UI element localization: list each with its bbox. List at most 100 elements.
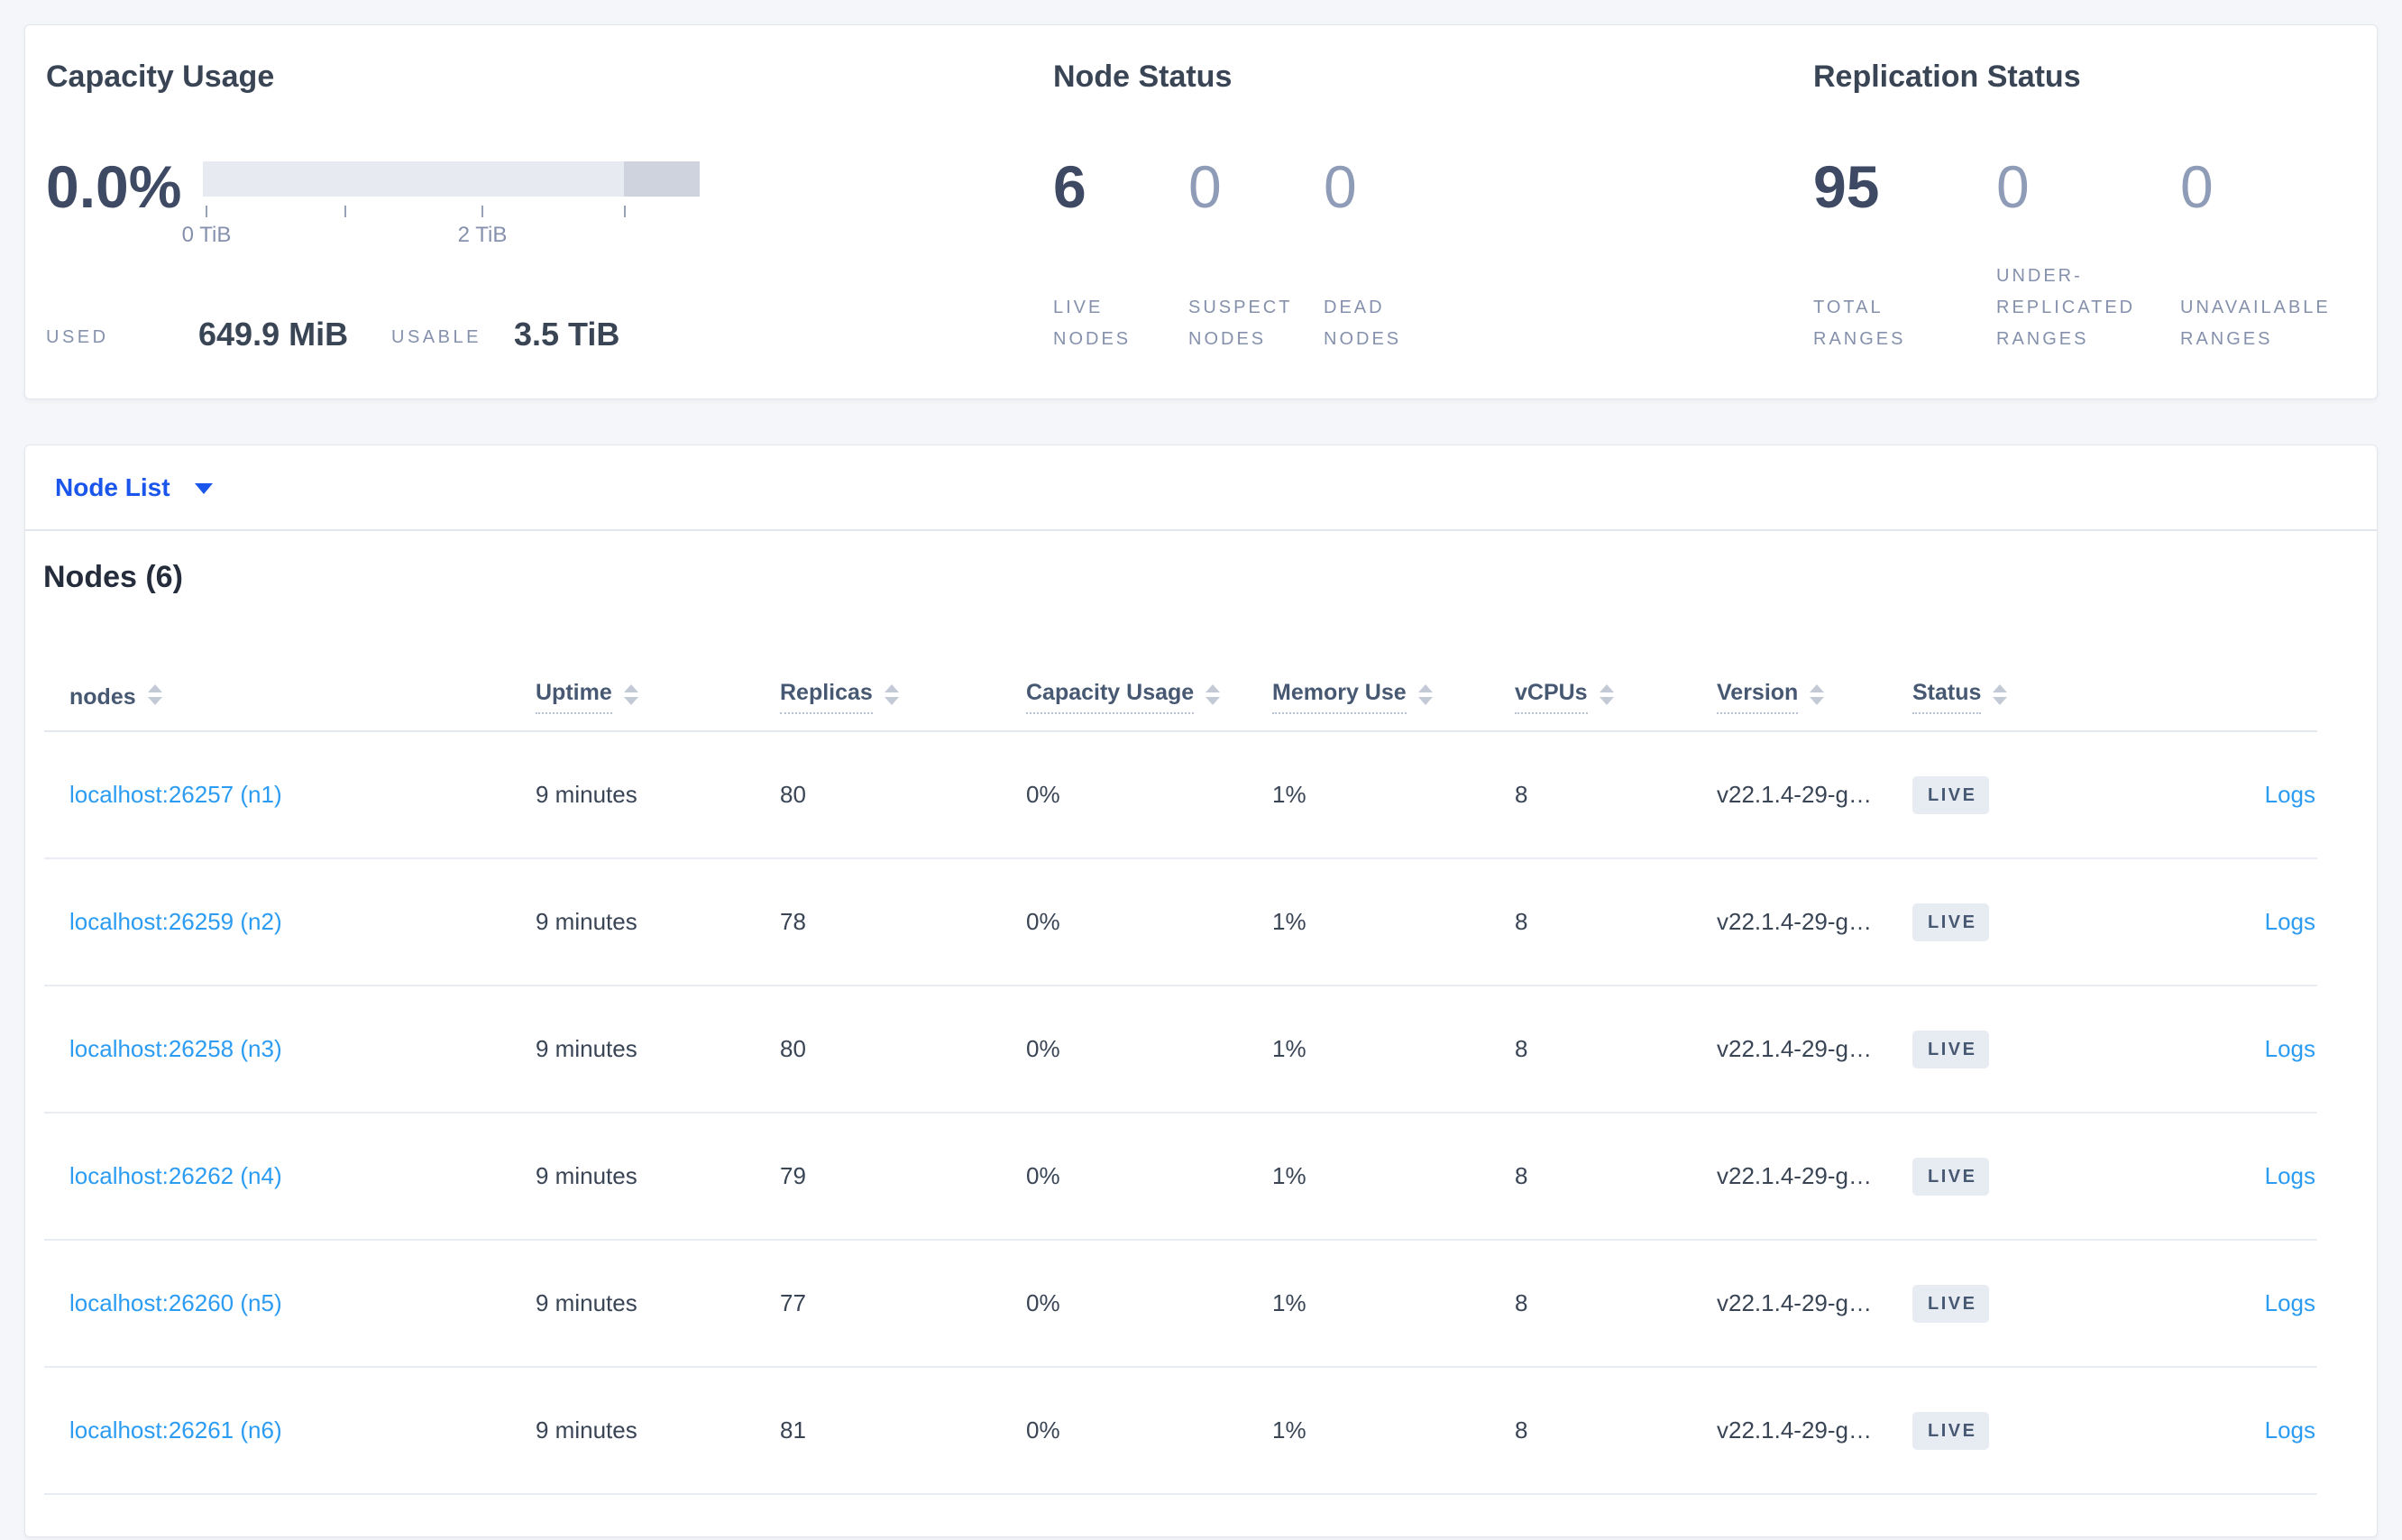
vcpus-cell: 8: [1515, 1162, 1528, 1189]
column-header-vcpus[interactable]: vCPUs: [1515, 680, 1717, 714]
replicas-cell: 80: [780, 781, 806, 808]
status-badge: LIVE: [1912, 1157, 1990, 1196]
axis-tick: [481, 206, 483, 217]
column-header-label: Version: [1717, 680, 1799, 714]
cluster-summary-card: Capacity Usage 0.0% 0 TiB 2 TiB USED 649…: [24, 24, 2378, 399]
column-header-nodes[interactable]: nodes: [44, 683, 536, 710]
replicas-cell: 77: [780, 1289, 806, 1316]
memory-use-cell: 1%: [1272, 781, 1306, 808]
memory-use-cell: 1%: [1272, 1416, 1306, 1444]
nodes-panel: Nodes (6) nodes Uptime Replicas Capacity…: [24, 530, 2378, 1537]
axis-tick-label: 2 TiB: [457, 223, 508, 247]
capacity-usage-percent: 0.0%: [46, 153, 182, 220]
under-replicated-ranges-count: 0: [1996, 153, 2030, 220]
node-link[interactable]: localhost:26260 (n5): [69, 1289, 282, 1316]
logs-link[interactable]: Logs: [2264, 908, 2315, 935]
column-header-label: vCPUs: [1515, 680, 1588, 714]
status-badge: LIVE: [1912, 1411, 1990, 1450]
status-badge: LIVE: [1912, 1284, 1990, 1323]
version-cell: v22.1.4-29-g…: [1717, 1162, 1872, 1189]
logs-link[interactable]: Logs: [2264, 1162, 2315, 1189]
sort-icon: [1206, 683, 1221, 705]
table-row: localhost:26262 (n4) 9 minutes 79 0% 1% …: [44, 1114, 2317, 1241]
replication-status-title: Replication Status: [1813, 60, 2081, 94]
column-header-label: Capacity Usage: [1026, 680, 1195, 714]
memory-use-cell: 1%: [1272, 1289, 1306, 1316]
logs-link[interactable]: Logs: [2264, 1035, 2315, 1062]
version-cell: v22.1.4-29-g…: [1717, 781, 1872, 808]
unavailable-ranges-count: 0: [2180, 153, 2214, 220]
axis-tick: [344, 206, 346, 217]
status-badge: LIVE: [1912, 1030, 1990, 1068]
uptime-cell: 9 minutes: [536, 1035, 637, 1062]
chevron-down-icon: [194, 483, 213, 494]
used-label: USED: [46, 327, 109, 347]
uptime-cell: 9 minutes: [536, 908, 637, 935]
total-ranges-count: 95: [1813, 153, 1880, 220]
memory-use-cell: 1%: [1272, 1162, 1306, 1189]
node-link[interactable]: localhost:26259 (n2): [69, 908, 282, 935]
capacity-usage-cell: 0%: [1026, 1035, 1060, 1062]
vcpus-cell: 8: [1515, 1289, 1528, 1316]
logs-link[interactable]: Logs: [2264, 781, 2315, 808]
version-cell: v22.1.4-29-g…: [1717, 1035, 1872, 1062]
column-header-replicas[interactable]: Replicas: [780, 680, 1026, 714]
replicas-cell: 79: [780, 1162, 806, 1189]
unavailable-ranges-label: UNAVAILABLE RANGES: [2180, 298, 2331, 349]
usable-value: 3.5 TiB: [514, 316, 620, 353]
status-badge: LIVE: [1912, 775, 1990, 814]
column-header-label: Status: [1912, 680, 1982, 714]
column-header-label: nodes: [69, 683, 136, 710]
capacity-usage-cell: 0%: [1026, 1289, 1060, 1316]
table-row: localhost:26257 (n1) 9 minutes 80 0% 1% …: [44, 732, 2317, 859]
table-row: localhost:26258 (n3) 9 minutes 80 0% 1% …: [44, 986, 2317, 1114]
replicas-cell: 81: [780, 1416, 806, 1444]
node-link[interactable]: localhost:26258 (n3): [69, 1035, 282, 1062]
logs-link[interactable]: Logs: [2264, 1416, 2315, 1444]
memory-use-cell: 1%: [1272, 908, 1306, 935]
capacity-usage-cell: 0%: [1026, 781, 1060, 808]
axis-tick: [206, 206, 207, 217]
status-badge: LIVE: [1912, 903, 1990, 941]
under-replicated-ranges-label: UNDER-REPLICATED RANGES: [1996, 266, 2136, 349]
uptime-cell: 9 minutes: [536, 1162, 637, 1189]
column-header-status[interactable]: Status: [1912, 680, 2120, 714]
uptime-cell: 9 minutes: [536, 781, 637, 808]
column-header-memory-use[interactable]: Memory Use: [1272, 680, 1515, 714]
capacity-usage-bar-secondary: [624, 161, 700, 197]
column-header-capacity-usage[interactable]: Capacity Usage: [1026, 680, 1272, 714]
logs-link[interactable]: Logs: [2264, 1289, 2315, 1316]
sort-icon: [1993, 683, 2008, 705]
nodes-table: nodes Uptime Replicas Capacity Usage Mem…: [44, 664, 2317, 1495]
usable-label: USABLE: [391, 327, 481, 347]
capacity-usage-cell: 0%: [1026, 1416, 1060, 1444]
view-selector-dropdown[interactable]: Node List: [55, 445, 213, 529]
capacity-usage-bar: [203, 161, 700, 197]
node-link[interactable]: localhost:26257 (n1): [69, 781, 282, 808]
dead-nodes-label: DEAD NODES: [1324, 298, 1402, 349]
sort-icon: [1599, 683, 1614, 705]
node-link[interactable]: localhost:26262 (n4): [69, 1162, 282, 1189]
used-value: 649.9 MiB: [198, 316, 349, 353]
node-link[interactable]: localhost:26261 (n6): [69, 1416, 282, 1444]
capacity-usage-title: Capacity Usage: [46, 60, 275, 94]
capacity-usage-cell: 0%: [1026, 908, 1060, 935]
live-nodes-count: 6: [1053, 153, 1086, 220]
table-row: localhost:26261 (n6) 9 minutes 81 0% 1% …: [44, 1368, 2317, 1495]
live-nodes-label: LIVE NODES: [1053, 298, 1132, 349]
column-header-label: Uptime: [536, 680, 612, 714]
suspect-nodes-label: SUSPECT NODES: [1188, 298, 1293, 349]
version-cell: v22.1.4-29-g…: [1717, 1289, 1872, 1316]
column-header-label: Memory Use: [1272, 680, 1407, 714]
memory-use-cell: 1%: [1272, 1035, 1306, 1062]
sort-icon: [623, 683, 638, 705]
sort-icon: [1417, 683, 1433, 705]
nodes-table-title: Nodes (6): [43, 560, 183, 594]
axis-tick-label: 0 TiB: [181, 223, 232, 247]
version-cell: v22.1.4-29-g…: [1717, 1416, 1872, 1444]
column-header-uptime[interactable]: Uptime: [536, 680, 780, 714]
vcpus-cell: 8: [1515, 781, 1528, 808]
table-header-row: nodes Uptime Replicas Capacity Usage Mem…: [44, 664, 2317, 732]
column-header-version[interactable]: Version: [1717, 680, 1912, 714]
table-row: localhost:26260 (n5) 9 minutes 77 0% 1% …: [44, 1241, 2317, 1368]
